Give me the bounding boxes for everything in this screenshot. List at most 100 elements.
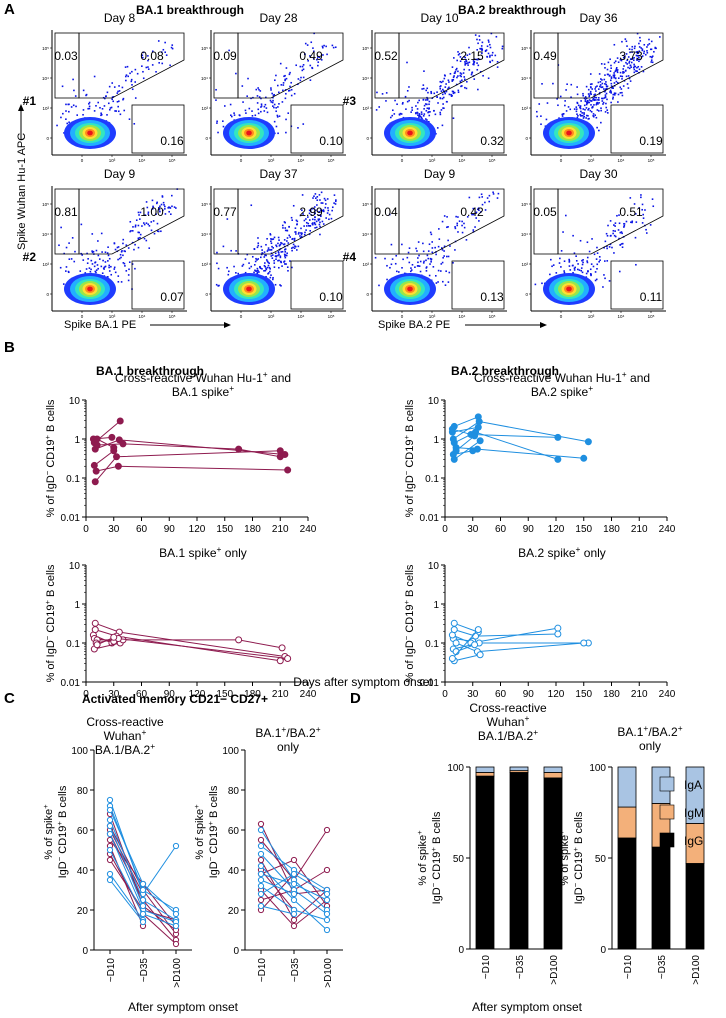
x-tick-label: ~D35 [139, 958, 150, 983]
y-tick-label: 0.01 [61, 678, 81, 689]
flow-event [265, 259, 268, 261]
bar-segment-igg [509, 772, 529, 950]
data-point [323, 910, 331, 918]
flow-event [641, 49, 644, 52]
flow-event [72, 78, 74, 81]
data-point [473, 445, 481, 453]
flow-event [569, 108, 572, 111]
flow-event [611, 246, 613, 249]
flow-event [256, 270, 258, 272]
series-line [454, 622, 479, 633]
flow-event [244, 109, 247, 112]
flow-event [137, 237, 140, 239]
flow-event [277, 252, 280, 254]
flow-event [464, 64, 466, 66]
flow-x-tick-label: 10⁵ [328, 314, 335, 319]
flow-event [91, 250, 93, 252]
flow-event [401, 266, 403, 269]
flow-event [406, 61, 408, 64]
flow-event [613, 76, 615, 79]
flow-event [137, 211, 140, 214]
x-tick-label: 30 [108, 689, 120, 700]
flow-event [598, 73, 601, 75]
flow-event [247, 77, 249, 80]
flow-event [319, 214, 322, 216]
flow-event [303, 225, 305, 227]
flow-event [443, 255, 445, 257]
flow-event [256, 267, 259, 270]
flow-event [600, 86, 603, 89]
flow-event [302, 68, 305, 71]
flow-event [454, 226, 456, 228]
flow-event [157, 40, 160, 42]
flow-event [552, 82, 554, 85]
flow-event [60, 226, 62, 229]
flow-event [134, 97, 137, 99]
flow-event [468, 46, 470, 49]
flow-event [106, 114, 108, 116]
flow-event [429, 263, 431, 265]
flow-event [636, 32, 639, 35]
flow-event [463, 76, 466, 78]
flow-event [375, 109, 378, 111]
flow-event [604, 67, 606, 69]
flow-event [314, 209, 317, 212]
flow-event [487, 39, 490, 42]
flow-event [605, 88, 608, 90]
flow-event [269, 268, 271, 270]
flow-event [458, 52, 461, 55]
flow-event [590, 263, 593, 265]
flow-event [305, 225, 308, 227]
flow-event [246, 95, 248, 97]
flow-event [587, 101, 590, 104]
flow-event [110, 265, 112, 268]
flow-event [285, 131, 287, 134]
flow-event [615, 68, 618, 71]
flow-y-tick-label: 10⁴ [42, 76, 49, 81]
flow-event [268, 262, 270, 265]
flow-event [477, 88, 479, 91]
flow-event [603, 88, 605, 90]
flow-event [435, 275, 437, 277]
flow-event [640, 196, 642, 199]
flow-gate-freq-tl: 0.03 [54, 49, 78, 63]
flow-event [422, 98, 425, 101]
flow-event [242, 263, 245, 266]
flow-event [175, 207, 177, 209]
flow-event [318, 210, 320, 213]
flow-event [152, 206, 154, 209]
flow-event [324, 206, 327, 209]
flow-event [128, 268, 130, 271]
x-tick-label: >D100 [691, 955, 702, 985]
flow-event [296, 249, 298, 251]
flow-event [428, 114, 431, 117]
flow-event [62, 283, 65, 285]
flow-event [147, 55, 149, 57]
flow-event [278, 266, 280, 269]
flow-event [241, 85, 244, 87]
flow-event [438, 228, 440, 230]
data-point [584, 438, 592, 446]
flow-event [313, 206, 316, 208]
flow-event [248, 107, 251, 110]
flow-events [374, 191, 500, 305]
flow-event [424, 118, 427, 120]
flow-event [601, 86, 604, 88]
flow-event [292, 204, 295, 207]
flow-x-tick-label: 10³ [429, 314, 436, 319]
flow-event [264, 254, 266, 256]
flow-event [168, 206, 170, 208]
flow-event [263, 270, 265, 272]
flow-event [125, 79, 127, 82]
data-point [448, 428, 456, 436]
flow-event [613, 43, 616, 46]
flow-event [468, 53, 471, 55]
flow-event [627, 75, 630, 77]
flow-event [237, 272, 240, 275]
y-tick-label: 100 [222, 746, 239, 757]
flow-event [270, 101, 273, 103]
flow-y-tick-label: 10³ [521, 106, 528, 111]
bar-segment-iga [509, 766, 529, 772]
flow-event [642, 70, 645, 73]
flow-event [472, 63, 474, 66]
